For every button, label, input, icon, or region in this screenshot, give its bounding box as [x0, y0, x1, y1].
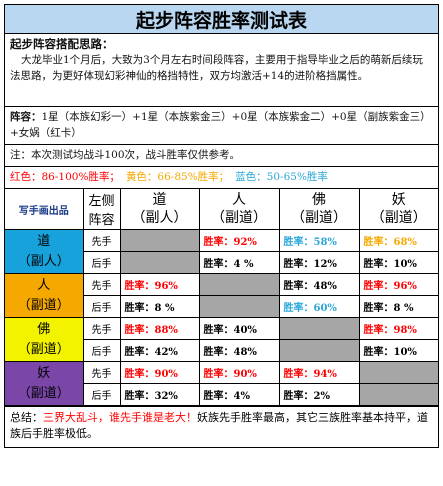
summary-section: 总结：三界大乱斗，谁先手谁是老大！妖族先手胜率最高，其它三族胜率基本持平，道族后… — [5, 406, 438, 447]
win-rate-cell: 胜率：4% — [198, 383, 280, 406]
win-rate-cell: 胜率：94% — [278, 361, 360, 384]
turn-order-label: 后手 — [83, 295, 121, 318]
turn-order-label: 后手 — [83, 383, 121, 406]
win-rate-cell: 胜率：2% — [278, 383, 360, 406]
mirror-match-cell — [119, 229, 200, 252]
lineup-label: 阵容： — [10, 111, 42, 123]
turn-order-label: 先手 — [82, 229, 121, 252]
lineup-text: 1星（本族幻彩一）+1星（本族紫金三）+0星（本族紫金二）+0星（副族紫金三）+… — [10, 111, 431, 139]
opponent-name: 道 — [152, 192, 167, 208]
mirror-match-cell — [119, 251, 200, 274]
win-rate-cell: 胜率：10% — [358, 251, 438, 274]
opponent-sub: （副道） — [370, 210, 427, 226]
win-rate-cell: 胜率：98% — [358, 317, 438, 340]
row-side-yao: 妖 （副道） — [5, 361, 84, 406]
mirror-match-cell — [198, 273, 280, 296]
win-rate-cell: 胜率：96% — [358, 273, 438, 296]
win-rate-cell: 胜率：60% — [278, 295, 360, 318]
side-name: 妖 — [37, 365, 51, 381]
side-sub: （副道） — [17, 341, 70, 357]
row-side-dao: 道 （副人） — [5, 229, 84, 274]
win-rate-cell: 胜率：96% — [119, 273, 200, 296]
test-note: 注：本次测试均战斗100次，战斗胜率仅供参考。 — [5, 145, 438, 167]
legend-red: 红色：86-100%胜率； — [10, 171, 120, 183]
lineup-section: 阵容：1星（本族幻彩一）+1星（本族紫金三）+0星（本族紫金二）+0星（副族紫金… — [5, 107, 438, 145]
table-header-row: 写手画出品 左侧阵容 道 （副人） 人 （副道） 佛 （副道） 妖 （副道） — [5, 189, 438, 230]
legend-yellow: 黄色：66-85%胜率； — [125, 171, 230, 183]
opponent-header-ren: 人 （副道） — [198, 189, 280, 230]
table-row: 妖（副道） 先手 胜率：90% 胜率：90% 胜率：94% — [5, 361, 438, 406]
mirror-match-cell — [278, 317, 360, 340]
idea-body: 大龙毕业1个月后，大致为3个月左右时间段阵容，主要用于指导毕业之后的萌新后续玩法… — [10, 54, 423, 82]
summary-rest: 妖族先手胜率最高，其它三族胜率基本持平，道族后手胜率极低。 — [10, 411, 428, 440]
side-name: 佛 — [37, 321, 51, 337]
opponent-header-fo: 佛 （副道） — [278, 189, 360, 230]
opponent-sub: （副道） — [211, 210, 267, 226]
mirror-match-cell — [198, 295, 280, 318]
table-row: 佛 （副道） 先手 胜率：88% 胜率：40% 胜率：98% — [5, 317, 438, 362]
mirror-match-cell — [358, 361, 438, 384]
turn-order-label: 后手 — [83, 339, 121, 362]
win-rate-cell: 胜率：32% — [119, 383, 200, 406]
turn-order-label: 后手 — [83, 251, 121, 274]
opponent-name: 妖 — [391, 192, 406, 208]
win-rate-cell: 胜率：12% — [278, 251, 360, 274]
opponent-header-yao: 妖 （副道） — [358, 189, 438, 230]
table-row: 后手 胜率：4 % 胜率：12% 胜率：10% — [5, 251, 438, 274]
corner-watermark: 写手画出品 — [5, 189, 84, 230]
side-name: 道 — [37, 233, 51, 249]
opponent-sub: （副道） — [291, 210, 347, 226]
win-rate-cell: 胜率：8 % — [119, 295, 200, 318]
side-sub: （副道） — [17, 297, 70, 313]
win-rate-table: 写手画出品 左侧阵容 道 （副人） 人 （副道） 佛 （副道） 妖 （副道） 道 （副人）… — [5, 189, 438, 406]
turn-order-label: 先手 — [82, 361, 121, 384]
win-rate-sheet: 起步阵容胜率测试表 起步阵容搭配思路： 大龙毕业1个月后，大致为3个月左右时间段… — [4, 4, 439, 448]
table-row: 人（副道） 先手 胜率：96% 胜率：48% 胜率：96% — [5, 273, 438, 318]
opponent-name: 佛 — [312, 192, 326, 208]
win-rate-cell: 胜率：58% — [278, 229, 360, 252]
side-name: 人 — [37, 277, 51, 293]
win-rate-cell: 胜率：90% — [198, 361, 280, 384]
idea-heading: 起步阵容搭配思路： — [10, 37, 114, 51]
table-row: 道 （副人） 先手 胜率：92% 胜率：58% 胜率：68% — [5, 229, 438, 274]
win-rate-cell: 胜率：88% — [119, 317, 200, 340]
win-rate-cell: 胜率：10% — [358, 339, 438, 362]
side-sub: （副人） — [17, 253, 70, 269]
win-rate-cell: 胜率：4 % — [198, 251, 280, 274]
win-rate-cell: 胜率：40% — [198, 317, 280, 340]
summary-label: 总结： — [10, 411, 43, 424]
sheet-title: 起步阵容胜率测试表 — [5, 5, 438, 34]
win-rate-cell: 胜率：42% — [119, 339, 200, 362]
color-legend: 红色：86-100%胜率； 黄色：66-85%胜率； 蓝色：50-65%胜率 — [5, 167, 438, 189]
side-sub: （副道） — [17, 385, 70, 401]
opponent-sub: （副人） — [131, 210, 188, 226]
mirror-match-cell — [358, 383, 438, 406]
opponent-name: 人 — [232, 192, 246, 208]
row-side-ren: 人 （副道） — [5, 273, 84, 318]
opponent-header-dao: 道 （副人） — [119, 189, 200, 230]
left-lineup-header: 左侧阵容 — [82, 189, 121, 230]
win-rate-cell: 胜率：90% — [119, 361, 200, 384]
summary-highlight: 三界大乱斗，谁先手谁是老大！ — [43, 411, 197, 424]
mirror-match-cell — [278, 339, 360, 362]
win-rate-cell: 胜率：48% — [198, 339, 280, 362]
turn-order-label: 先手 — [82, 273, 121, 296]
turn-order-label: 先手 — [82, 317, 121, 340]
table-body: 道（副人） 先手 胜率：92% 胜率：58% 胜率：68% 后手 胜率：4 % 胜率：12% 胜… — [5, 229, 438, 406]
legend-blue: 蓝色：50-65%胜率 — [235, 171, 328, 183]
win-rate-cell: 胜率：68% — [358, 229, 438, 252]
table-row: 后手 胜率：32% 胜率：4% 胜率：2% — [5, 383, 438, 406]
win-rate-cell: 胜率：8 % — [358, 295, 438, 318]
table-row: 后手 胜率：8 % 胜率：60% 胜率：8 % — [5, 295, 438, 318]
win-rate-cell: 胜率：48% — [278, 273, 360, 296]
lineup-idea-section: 起步阵容搭配思路： 大龙毕业1个月后，大致为3个月左右时间段阵容，主要用于指导毕… — [5, 34, 438, 107]
row-side-fo: 佛 （副道） — [5, 317, 84, 362]
win-rate-cell: 胜率：92% — [198, 229, 280, 252]
